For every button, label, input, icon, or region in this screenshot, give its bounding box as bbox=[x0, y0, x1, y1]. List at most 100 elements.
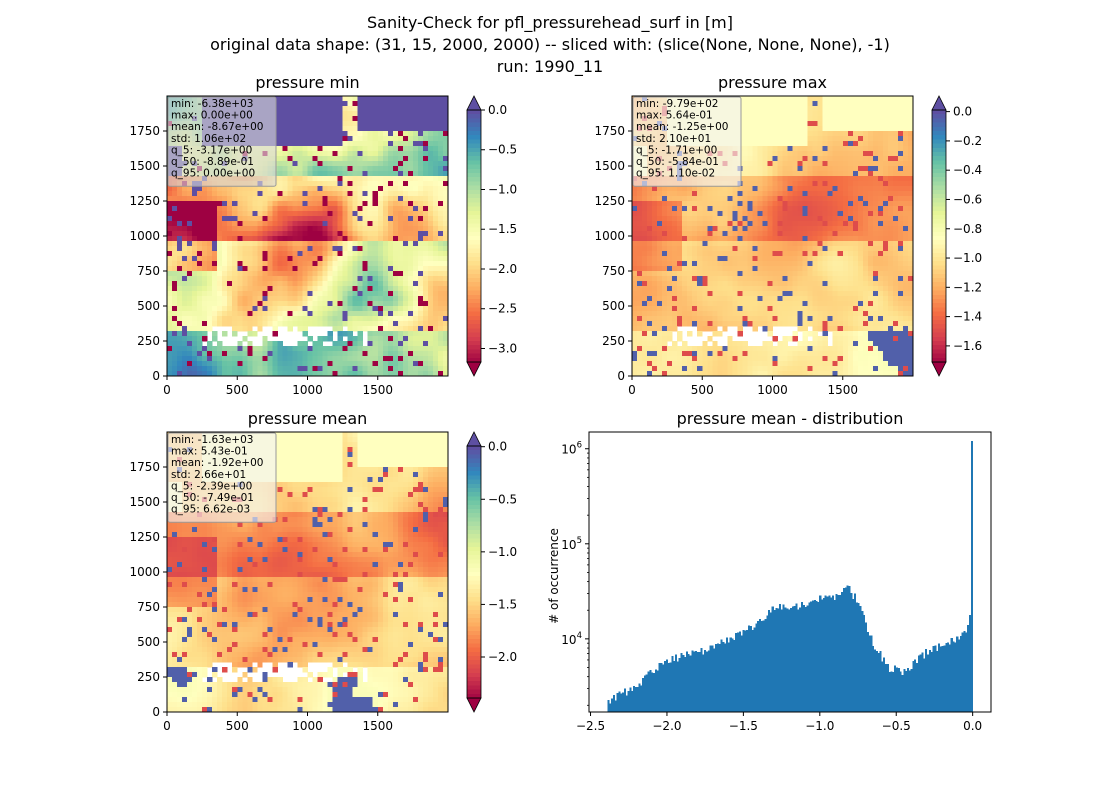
heatmap-cell bbox=[372, 351, 379, 357]
heatmap-cell bbox=[417, 241, 424, 247]
heatmap-cell bbox=[277, 281, 283, 287]
heatmap-cell bbox=[362, 206, 369, 212]
heatmap-cell bbox=[372, 296, 379, 302]
heatmap-cell bbox=[782, 221, 788, 227]
heatmap-cell bbox=[732, 236, 738, 242]
heatmap-cell bbox=[397, 136, 404, 142]
heatmap-cell bbox=[362, 346, 369, 352]
heatmap-cell bbox=[197, 261, 203, 267]
heatmap-cell bbox=[772, 171, 778, 177]
heatmap-cell bbox=[332, 131, 338, 137]
heatmap-cell bbox=[887, 166, 894, 172]
heatmap-cell bbox=[342, 251, 348, 257]
heatmap-cell bbox=[242, 221, 248, 227]
heatmap-cell bbox=[332, 301, 338, 307]
heatmap-cell bbox=[782, 176, 788, 182]
heatmap-cell bbox=[792, 96, 798, 102]
heatmap-cell bbox=[242, 241, 248, 247]
heatmap-cell bbox=[227, 356, 233, 362]
heatmap-cell bbox=[297, 281, 303, 287]
heatmap-cell bbox=[437, 96, 444, 102]
heatmap-cell bbox=[402, 226, 409, 232]
heatmap-cell bbox=[357, 346, 364, 352]
heatmap-cell bbox=[172, 296, 178, 302]
heatmap-cell bbox=[332, 241, 338, 247]
heatmap-cell bbox=[762, 241, 768, 247]
heatmap-cell bbox=[857, 116, 864, 122]
heatmap-cell bbox=[892, 236, 899, 242]
heatmap-cell bbox=[707, 211, 713, 217]
heatmap-cell bbox=[237, 286, 243, 292]
heatmap-cell bbox=[302, 311, 308, 317]
heatmap-cell bbox=[837, 116, 844, 122]
heatmap-cell bbox=[782, 191, 788, 197]
heatmap-cell bbox=[417, 296, 424, 302]
heatmap-cell bbox=[407, 271, 414, 277]
heatmap-cell bbox=[367, 221, 374, 227]
heatmap-cell bbox=[302, 321, 308, 327]
heatmap-cell bbox=[227, 196, 233, 202]
heatmap-cell bbox=[752, 126, 758, 132]
heatmap-cell bbox=[192, 231, 198, 237]
heatmap-cell bbox=[757, 211, 763, 217]
heatmap-cell bbox=[422, 321, 429, 327]
heatmap-cell bbox=[367, 241, 374, 247]
heatmap-cell bbox=[277, 311, 283, 317]
heatmap-cell bbox=[232, 356, 238, 362]
heatmap-cell bbox=[202, 216, 208, 222]
heatmap-cell bbox=[897, 171, 904, 177]
heatmap-cell bbox=[817, 236, 824, 242]
heatmap-cell bbox=[342, 106, 348, 112]
heatmap-cell bbox=[422, 331, 429, 337]
heatmap-cell bbox=[227, 211, 233, 217]
heatmap-cell bbox=[352, 351, 359, 357]
heatmap-cell bbox=[242, 301, 248, 307]
heatmap-cell bbox=[867, 236, 874, 242]
heatmap-cell bbox=[387, 246, 394, 252]
heatmap-cell bbox=[787, 96, 793, 102]
colorbar-tick-label: −2.0 bbox=[488, 262, 517, 276]
heatmap-cell bbox=[822, 196, 829, 202]
heatmap-cell bbox=[422, 221, 429, 227]
heatmap-cell bbox=[187, 226, 193, 232]
heatmap-cell bbox=[177, 341, 183, 347]
heatmap-cell bbox=[637, 191, 643, 197]
heatmap-cell bbox=[357, 311, 364, 317]
heatmap-cell bbox=[797, 231, 803, 237]
heatmap-cell bbox=[422, 276, 429, 282]
heatmap-cell bbox=[682, 196, 688, 202]
heatmap-cell bbox=[377, 116, 384, 122]
heatmap-cell bbox=[412, 191, 419, 197]
heatmap-cell bbox=[742, 106, 748, 112]
heatmap-cell bbox=[412, 286, 419, 292]
heatmap-cell bbox=[237, 351, 243, 357]
heatmap-cell bbox=[802, 116, 808, 122]
heatmap-cell bbox=[202, 201, 208, 207]
heatmap-cell bbox=[177, 196, 183, 202]
heatmap-cell bbox=[172, 246, 178, 252]
heatmap-cell bbox=[302, 251, 308, 257]
heatmap-cell bbox=[382, 201, 389, 207]
heatmap-cell bbox=[827, 146, 834, 152]
heatmap-cell bbox=[347, 291, 354, 297]
heatmap-cell bbox=[282, 151, 288, 157]
heatmap-cell bbox=[387, 121, 394, 127]
heatmap-cell bbox=[322, 181, 328, 187]
heatmap-cell bbox=[197, 236, 203, 242]
heatmap-cell bbox=[242, 371, 248, 377]
heatmap-cell bbox=[847, 191, 854, 197]
heatmap-cell bbox=[642, 251, 648, 257]
heatmap-cell bbox=[262, 321, 268, 327]
heatmap-cell bbox=[337, 276, 343, 282]
heatmap-cell bbox=[222, 266, 228, 272]
heatmap-cell bbox=[837, 121, 844, 127]
heatmap-cell bbox=[322, 246, 328, 252]
heatmap-cell bbox=[167, 296, 173, 302]
heatmap-cell bbox=[902, 231, 909, 237]
heatmap-cell bbox=[422, 131, 429, 137]
heatmap-cell bbox=[282, 231, 288, 237]
heatmap-cell bbox=[747, 241, 753, 247]
heatmap-cell bbox=[392, 281, 399, 287]
heatmap-cell bbox=[392, 141, 399, 147]
heatmap-cell bbox=[787, 121, 793, 127]
